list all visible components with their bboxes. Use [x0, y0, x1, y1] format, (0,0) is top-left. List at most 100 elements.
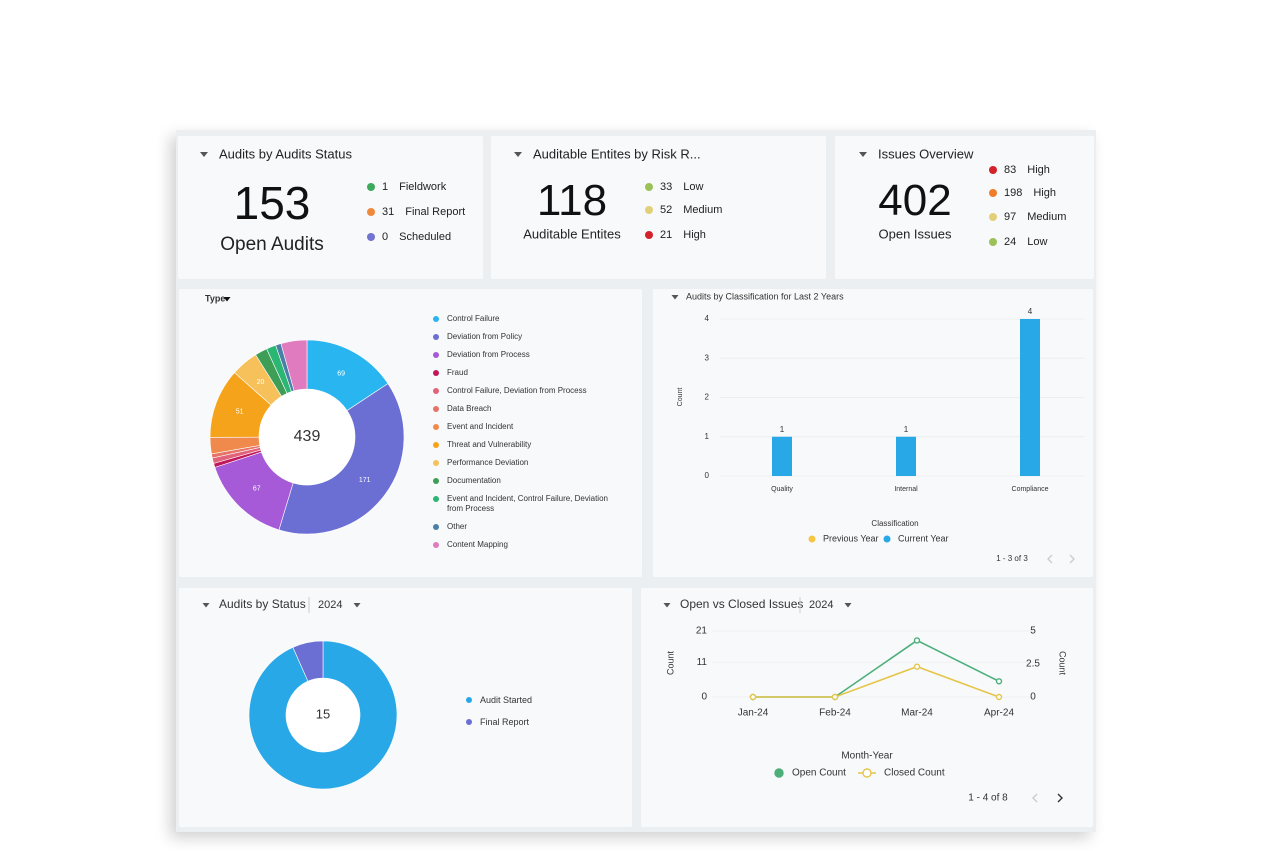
legend-dot	[433, 388, 439, 394]
y-axis-label: Count	[677, 388, 684, 407]
legend-item: Control Failure	[433, 314, 623, 324]
dropdown-caret	[200, 152, 208, 157]
item-label: Medium	[1027, 211, 1067, 223]
status-dot	[367, 233, 375, 241]
bar-value-label: 1	[780, 425, 785, 434]
kpi-item: 0 Scheduled	[367, 231, 451, 243]
item-value: 31	[382, 206, 395, 218]
legend-label: Final Report	[480, 717, 530, 727]
legend-dot	[433, 442, 439, 448]
legend-item: Other	[433, 522, 623, 532]
pagination: 1 - 4 of 8	[968, 793, 1008, 804]
y-tick-label: 0	[701, 692, 707, 703]
legend-dot	[433, 496, 439, 502]
bar-value-label: 4	[1028, 307, 1033, 316]
legend-dot	[433, 424, 439, 430]
x-tick-label: Feb-24	[819, 708, 851, 719]
status-dot	[367, 208, 375, 216]
legend-item: Content Mapping	[433, 540, 623, 550]
slice-label: 69	[337, 370, 345, 377]
kpi-item: 52 Medium	[645, 204, 722, 216]
status-dot	[367, 183, 375, 191]
legend-label: Current Year	[898, 533, 949, 543]
legend-label: Data Breach	[447, 404, 492, 413]
bar-value-label: 1	[904, 425, 909, 434]
legend-item: Final Report	[466, 717, 596, 727]
legend-item: Control Failure, Deviation from Process	[433, 386, 623, 396]
dropdown-caret	[671, 295, 679, 300]
y2-tick-label: 0	[1030, 692, 1036, 703]
legend-dot	[433, 542, 439, 548]
dropdown-caret	[223, 297, 231, 302]
item-label: High	[683, 229, 706, 241]
bar	[896, 436, 916, 476]
item-value: 0	[382, 231, 389, 243]
status-dot	[989, 166, 997, 174]
legend-dot	[433, 478, 439, 484]
pager-arrow	[1069, 554, 1075, 564]
item-value: 83	[1004, 164, 1017, 176]
legend-label: Previous Year	[823, 533, 879, 543]
legend-item: Event and Incident, Control Failure, Dev…	[433, 494, 623, 514]
legend-label: Closed Count	[884, 768, 945, 779]
line-point	[749, 693, 757, 701]
kpi-card: Audits by Audits Status 153 Open Audits 1 Fi…	[178, 136, 483, 279]
chart-title: Open vs Closed Issues	[680, 597, 803, 611]
legend-dot	[433, 370, 439, 376]
legend-marker	[774, 768, 784, 778]
legend-dot	[883, 535, 891, 543]
kpi-item: 1 Fieldwork	[367, 181, 446, 193]
kpi-card: Auditable Entites by Risk R... 118 Auditab…	[491, 136, 826, 279]
item-value: 33	[660, 181, 673, 193]
donut-total: 439	[294, 428, 321, 445]
chart-title: Type	[205, 293, 225, 303]
donut-hole	[286, 678, 360, 752]
donut-total: 15	[316, 706, 330, 721]
legend-label: Fraud	[447, 368, 468, 377]
y-tick-label: 3	[705, 353, 710, 362]
slice-label: 67	[253, 485, 261, 492]
y2-tick-label: 2.5	[1026, 659, 1040, 670]
item-label: Scheduled	[399, 231, 452, 243]
legend-item: Audit Started	[466, 695, 596, 705]
line-point	[913, 663, 921, 670]
legend-dot	[808, 535, 816, 543]
legend-item: Documentation	[433, 476, 623, 486]
legend-item: Fraud	[433, 368, 623, 378]
kpi-item: 97 Medium	[989, 211, 1066, 223]
legend-label: Documentation	[447, 476, 501, 485]
legend-label: Performance Deviation	[447, 458, 529, 467]
legend-label: Deviation from Process	[447, 350, 530, 359]
legend-label: Control Failure	[447, 314, 500, 323]
item-label: Low	[683, 181, 704, 193]
status-dot	[989, 213, 997, 221]
dropdown-caret	[663, 603, 671, 608]
item-value: 24	[1004, 236, 1017, 248]
legend-marker	[862, 768, 872, 778]
filter-value: 2024	[809, 599, 833, 611]
line-series	[753, 665, 1000, 698]
status-dot	[989, 189, 997, 197]
x-tick-label: Quality	[771, 486, 793, 493]
bar	[1020, 319, 1040, 476]
x-tick-label: Mar-24	[901, 708, 933, 719]
kpi-item: 198 High	[989, 187, 1056, 199]
x-tick-label: Internal	[894, 486, 918, 493]
dropdown-caret	[514, 152, 522, 157]
legend-dot	[433, 406, 439, 412]
y2-axis-label: Count	[1058, 651, 1068, 676]
item-value: 21	[660, 229, 673, 241]
item-label: Low	[1027, 236, 1048, 248]
card-title: Audits by Audits Status	[219, 146, 352, 162]
legend-label: Deviation from Policy	[447, 332, 523, 341]
item-label: Medium	[683, 204, 723, 216]
pager-arrow	[1047, 554, 1053, 564]
status-dot	[989, 238, 997, 246]
y-tick-label: 11	[697, 657, 708, 668]
legend-item: Event and Incident	[433, 422, 623, 432]
status-dot	[645, 231, 653, 239]
slice-label: 51	[236, 408, 244, 415]
y-tick-label: 2	[705, 393, 710, 402]
bar	[772, 436, 792, 476]
